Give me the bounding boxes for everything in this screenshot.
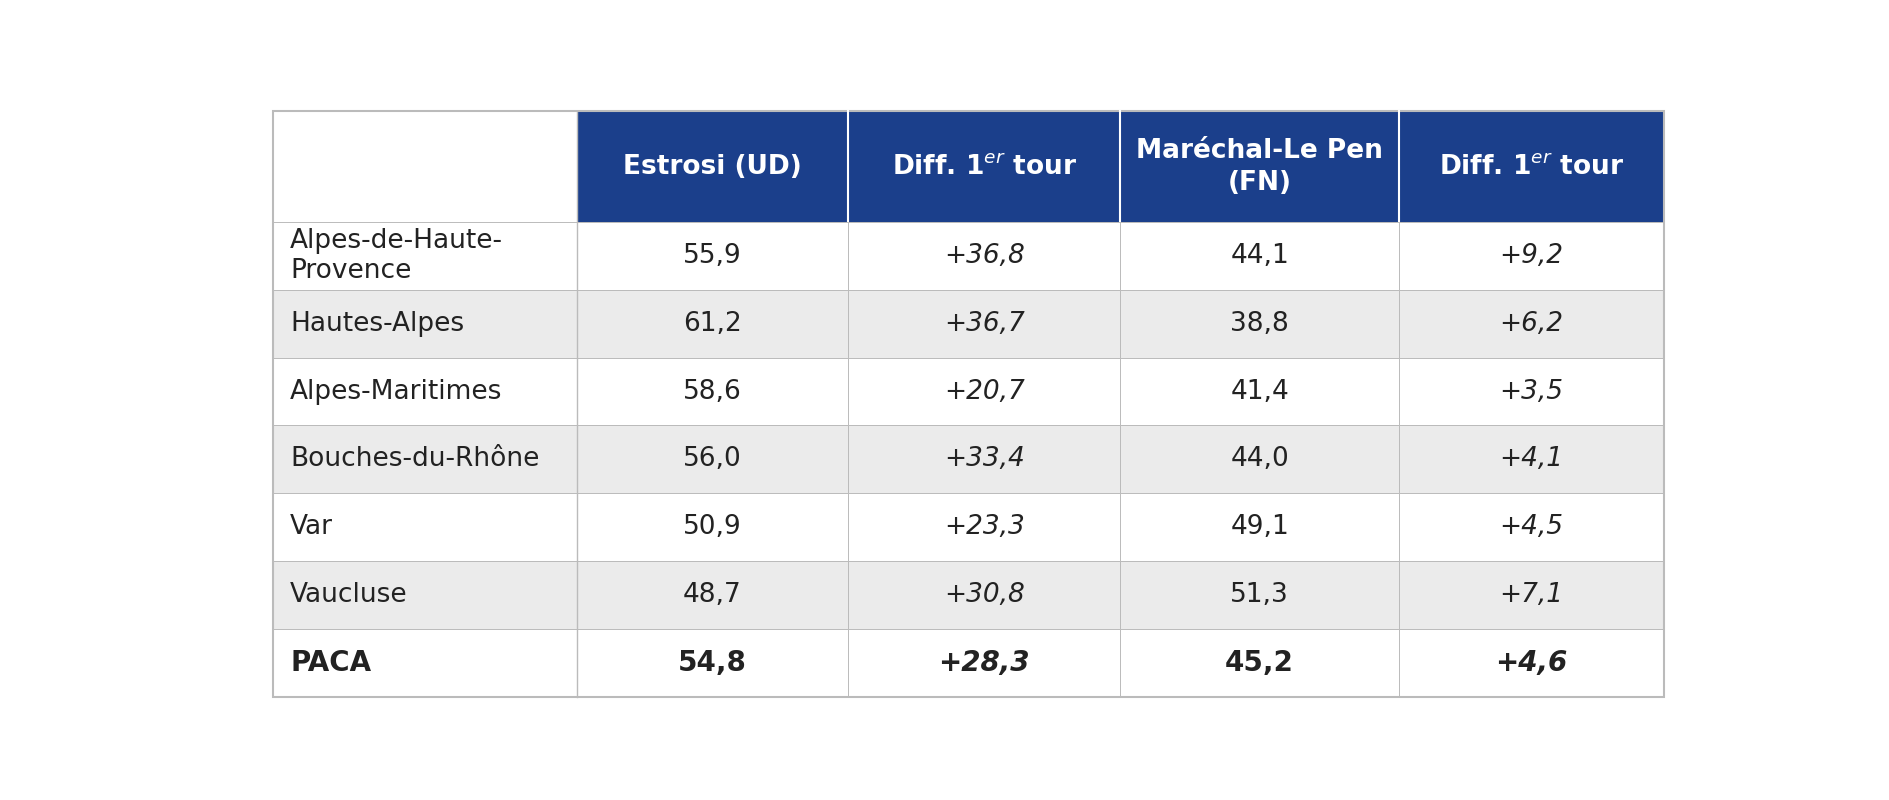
Bar [576,358,848,426]
Bar [1120,222,1400,290]
Bar [1400,629,1664,697]
Text: Maréchal-Le Pen
(FN): Maréchal-Le Pen (FN) [1135,138,1383,196]
Text: 54,8: 54,8 [678,649,746,677]
Bar [1400,358,1664,426]
Text: 49,1: 49,1 [1230,514,1288,540]
Text: +9,2: +9,2 [1500,243,1564,269]
Bar [1400,561,1664,629]
Text: +30,8: +30,8 [944,582,1024,608]
Text: +33,4: +33,4 [944,446,1024,472]
Text: +36,8: +36,8 [944,243,1024,269]
Text: +3,5: +3,5 [1500,378,1564,405]
Text: +20,7: +20,7 [944,378,1024,405]
Bar [1120,494,1400,561]
Bar [576,561,848,629]
Text: 41,4: 41,4 [1230,378,1288,405]
Bar [1400,290,1664,358]
Bar [576,222,848,290]
Bar [1120,358,1400,426]
Bar [848,561,1120,629]
Bar [576,494,848,561]
Bar [272,290,576,358]
Text: Bouches-du-Rhône: Bouches-du-Rhône [291,446,540,472]
Bar [576,629,848,697]
Text: 38,8: 38,8 [1230,311,1288,337]
Text: Var: Var [291,514,332,540]
Bar [272,358,576,426]
Bar [272,426,576,494]
Bar [848,629,1120,697]
Text: 50,9: 50,9 [684,514,742,540]
Text: +36,7: +36,7 [944,311,1024,337]
Bar [848,358,1120,426]
Text: Estrosi (UD): Estrosi (UD) [623,154,801,180]
Bar [848,222,1120,290]
Text: 56,0: 56,0 [684,446,742,472]
Text: Diff. 1$^{er}$ tour: Diff. 1$^{er}$ tour [892,154,1077,180]
Bar [1120,561,1400,629]
Bar [1400,222,1664,290]
Text: 45,2: 45,2 [1226,649,1294,677]
Text: +28,3: +28,3 [939,649,1030,677]
Text: Alpes-de-Haute-
Provence: Alpes-de-Haute- Provence [291,228,502,284]
Text: +4,1: +4,1 [1500,446,1564,472]
Bar [576,290,848,358]
Bar [272,222,576,290]
Text: 61,2: 61,2 [684,311,742,337]
Bar [272,629,576,697]
Text: Hautes-Alpes: Hautes-Alpes [291,311,465,337]
Text: 55,9: 55,9 [684,243,742,269]
Text: 44,0: 44,0 [1230,446,1288,472]
Bar [1120,290,1400,358]
Bar [1120,629,1400,697]
Text: +4,6: +4,6 [1496,649,1568,677]
Bar [1400,426,1664,494]
Text: +4,5: +4,5 [1500,514,1564,540]
Bar [848,290,1120,358]
Bar [1400,494,1664,561]
Text: +7,1: +7,1 [1500,582,1564,608]
Bar [1120,426,1400,494]
Text: 48,7: 48,7 [684,582,742,608]
Bar [848,426,1120,494]
Text: Diff. 1$^{er}$ tour: Diff. 1$^{er}$ tour [1439,154,1625,180]
Bar [576,426,848,494]
Text: +6,2: +6,2 [1500,311,1564,337]
Bar [1400,111,1664,222]
Text: Vaucluse: Vaucluse [291,582,408,608]
Bar [848,111,1120,222]
Text: 44,1: 44,1 [1230,243,1288,269]
Bar [848,494,1120,561]
Text: PACA: PACA [291,649,372,677]
Bar [272,561,576,629]
Bar [1120,111,1400,222]
Text: 51,3: 51,3 [1230,582,1288,608]
Bar [272,111,576,222]
Text: Alpes-Maritimes: Alpes-Maritimes [291,378,502,405]
Text: +23,3: +23,3 [944,514,1024,540]
Text: 58,6: 58,6 [684,378,742,405]
Bar [272,494,576,561]
Bar [576,111,848,222]
